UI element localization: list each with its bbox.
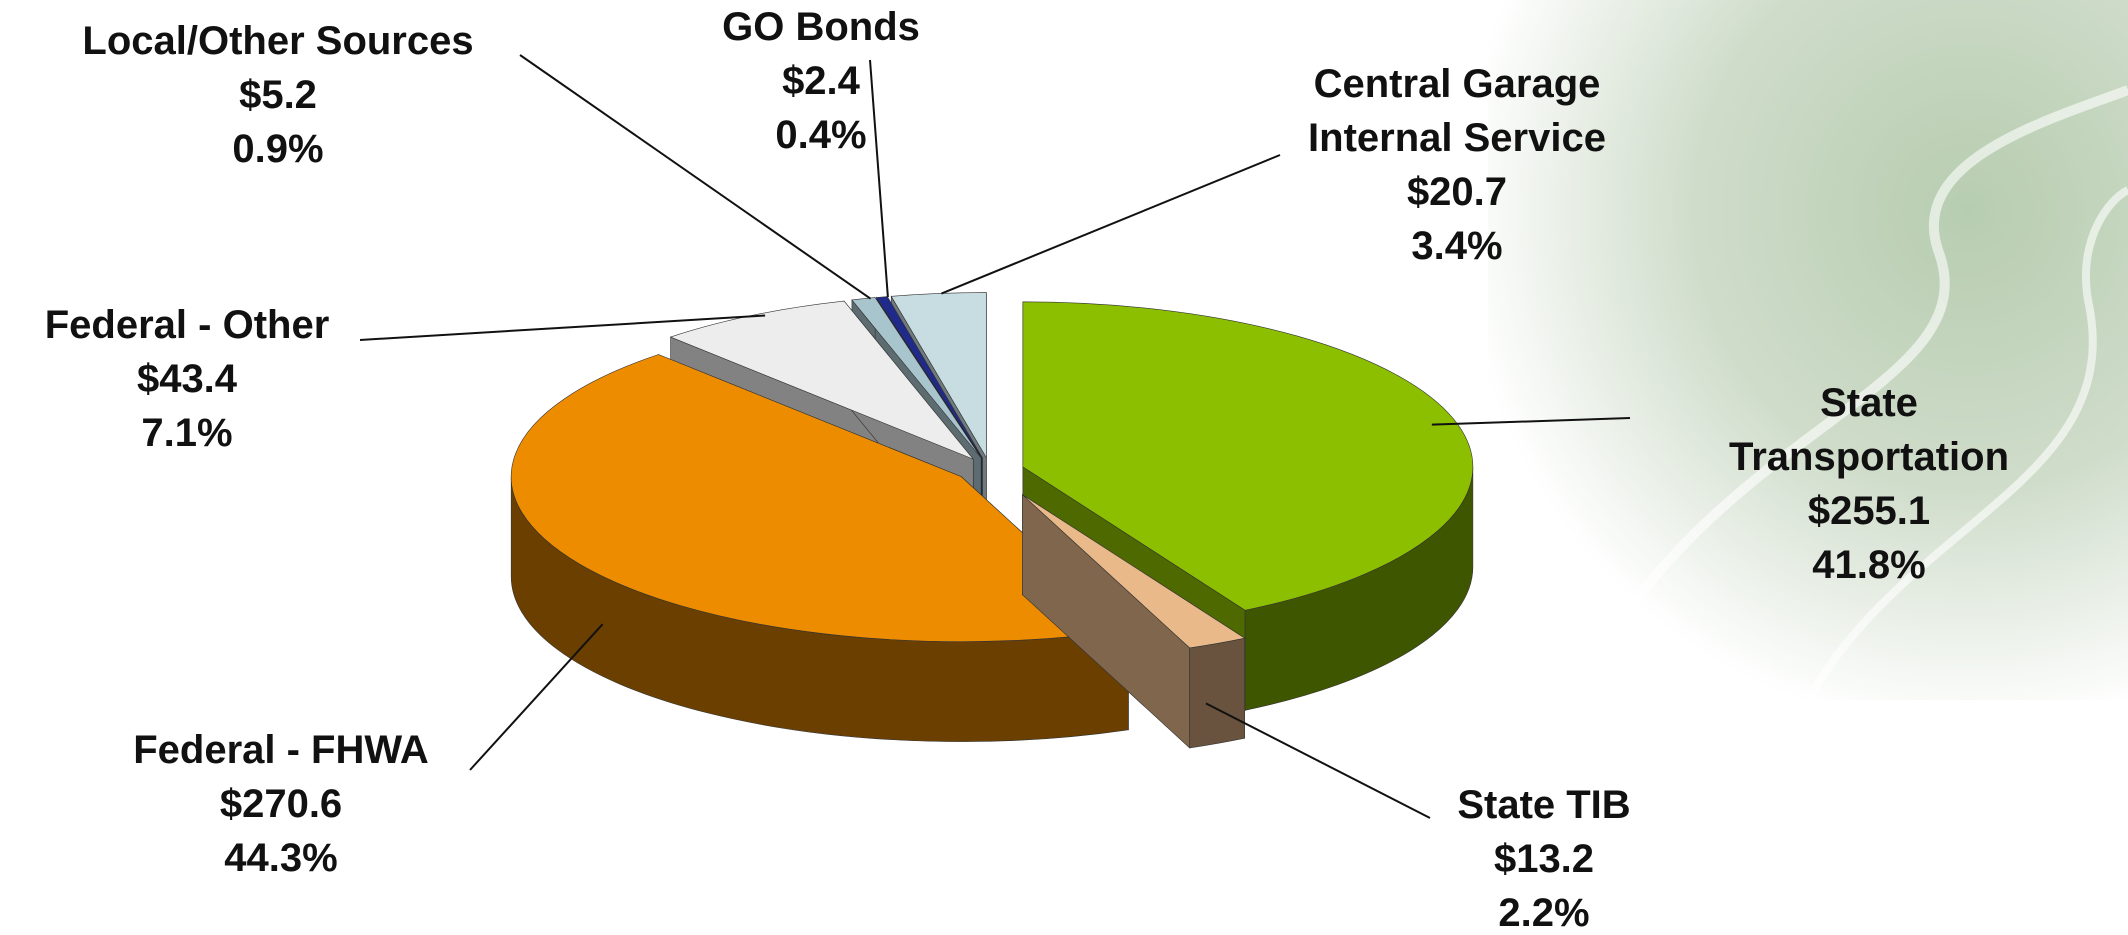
label-value: $270.6 bbox=[133, 777, 429, 831]
leader-line bbox=[941, 155, 1280, 294]
label-value: $43.4 bbox=[45, 352, 330, 406]
label-name: State TIB bbox=[1457, 778, 1630, 832]
pie bbox=[511, 293, 1473, 748]
label-value: $255.1 bbox=[1729, 484, 2009, 538]
label-value: $13.2 bbox=[1457, 832, 1630, 886]
leader-line bbox=[470, 624, 603, 770]
label-percent: 2.2% bbox=[1457, 886, 1630, 935]
label-name: State Transportation bbox=[1729, 376, 2009, 484]
label-value: $5.2 bbox=[82, 68, 473, 122]
label-name: Federal - FHWA bbox=[133, 723, 429, 777]
slice-wall bbox=[1190, 638, 1245, 748]
leader-line bbox=[1432, 418, 1630, 425]
label-name: Federal - Other bbox=[45, 298, 330, 352]
label-value: $20.7 bbox=[1308, 165, 1606, 219]
label-name: Local/Other Sources bbox=[82, 14, 473, 68]
label-name: Central Garage Internal Service bbox=[1308, 57, 1606, 165]
label-percent: 7.1% bbox=[45, 406, 330, 460]
label-name: GO Bonds bbox=[722, 0, 920, 54]
label-percent: 41.8% bbox=[1729, 538, 2009, 592]
page: State Transportation$255.141.8% State TIB… bbox=[0, 0, 2128, 935]
label-percent: 0.4% bbox=[722, 108, 920, 162]
label-percent: 3.4% bbox=[1308, 219, 1606, 273]
label-percent: 44.3% bbox=[133, 831, 429, 885]
label-percent: 0.9% bbox=[82, 122, 473, 176]
label-value: $2.4 bbox=[722, 54, 920, 108]
leader-line bbox=[1206, 703, 1430, 818]
